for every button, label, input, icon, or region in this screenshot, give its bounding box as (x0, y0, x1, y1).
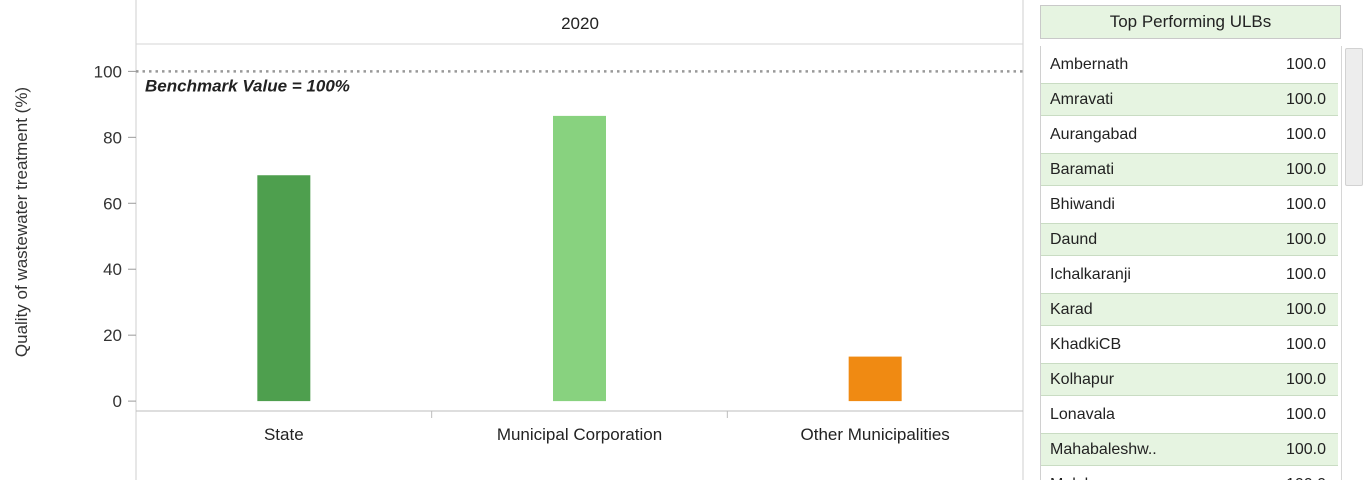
ulb-value: 100.0 (1285, 230, 1326, 248)
ulb-value: 100.0 (1285, 125, 1326, 143)
ulb-row[interactable]: Aurangabad 100.0 (1041, 118, 1338, 151)
ulb-name: Aurangabad (1050, 125, 1138, 143)
ulb-name: Amravati (1050, 90, 1114, 108)
ulb-value: 100.0 (1285, 195, 1326, 213)
ulb-name: Ambernath (1050, 55, 1129, 73)
y-axis: 0 20 40 60 80 100 (94, 62, 136, 411)
ulb-name: Bhiwandi (1050, 195, 1115, 213)
y-tick-label: 40 (103, 260, 122, 279)
ulb-value: 100.0 (1286, 476, 1326, 480)
ulb-name: Baramati (1050, 160, 1115, 178)
bar-state[interactable] (257, 175, 311, 402)
ulb-value: 100.0 (1285, 55, 1326, 73)
ulb-row[interactable]: Karad 100.0 (1041, 293, 1338, 326)
ulb-row[interactable]: Baramati 100.0 (1041, 153, 1338, 186)
y-axis-label: Quality of wastewater treatment (%) (12, 87, 31, 357)
x-tick-label: Other Municipalities (801, 425, 950, 444)
y-tick-label: 0 (113, 392, 122, 411)
ulb-value: 100.0 (1285, 370, 1326, 388)
ulb-row[interactable]: Malakapur 100.0 (1041, 468, 1338, 480)
ulb-row[interactable]: Lonavala 100.0 (1041, 398, 1338, 431)
bars (257, 115, 902, 402)
ulb-name: Karad (1050, 300, 1093, 318)
top-ulbs-scrollbar[interactable] (1341, 46, 1366, 480)
top-ulbs-header: Top Performing ULBs (1040, 5, 1341, 39)
ulb-row[interactable]: Ichalkaranji 100.0 (1041, 258, 1338, 291)
ulb-row[interactable]: KhadkiCB 100.0 (1041, 328, 1338, 361)
ulb-row[interactable]: Mahabaleshw.. 100.0 (1041, 433, 1338, 466)
ulb-row[interactable]: Daund 100.0 (1041, 223, 1338, 256)
bar-other-municipalities[interactable] (848, 356, 902, 402)
facet-title: 2020 (561, 14, 599, 33)
top-ulbs-title: Top Performing ULBs (1109, 12, 1272, 31)
chart: 2020 Quality of wastewater treatment (%)… (12, 0, 1024, 480)
ulb-name: Daund (1050, 230, 1098, 248)
ulb-name: Lonavala (1050, 405, 1115, 423)
ulb-value: 100.0 (1285, 300, 1326, 318)
y-tick-label: 60 (103, 194, 122, 213)
ulb-name: Mahabaleshw.. (1050, 440, 1157, 458)
y-tick-label: 100 (94, 62, 122, 81)
x-tick-label: Municipal Corporation (497, 425, 662, 444)
benchmark-label: Benchmark Value = 100% (145, 76, 350, 95)
ulb-row[interactable]: Ambernath 100.0 (1041, 48, 1338, 81)
ulb-row[interactable]: Kolhapur 100.0 (1041, 363, 1338, 396)
scrollbar-thumb[interactable] (1345, 48, 1363, 186)
ulb-value: 100.0 (1285, 335, 1326, 353)
ulb-row[interactable]: Bhiwandi 100.0 (1041, 188, 1338, 221)
ulb-value: 100.0 (1285, 440, 1326, 458)
ulb-name: Ichalkaranji (1050, 265, 1131, 283)
x-axis: State Municipal Corporation Other Municipa… (264, 411, 950, 444)
ulb-value: 100.0 (1285, 265, 1326, 283)
ulb-value: 100.0 (1285, 405, 1326, 423)
ulb-value: 100.0 (1285, 90, 1326, 108)
y-tick-label: 20 (103, 326, 122, 345)
ulb-name: Kolhapur (1050, 370, 1115, 388)
y-tick-label: 80 (103, 128, 122, 147)
ulb-name: Malakapur (1050, 476, 1125, 480)
top-ulbs-list[interactable]: Ambernath 100.0 Amravati 100.0 Aurangabad 100… (1040, 46, 1338, 480)
x-tick-label: State (264, 425, 304, 444)
bar-municipal-corporation[interactable] (553, 115, 606, 402)
ulb-name: KhadkiCB (1050, 335, 1122, 353)
ulb-value: 100.0 (1285, 160, 1326, 178)
ulb-row[interactable]: Amravati 100.0 (1041, 83, 1338, 116)
